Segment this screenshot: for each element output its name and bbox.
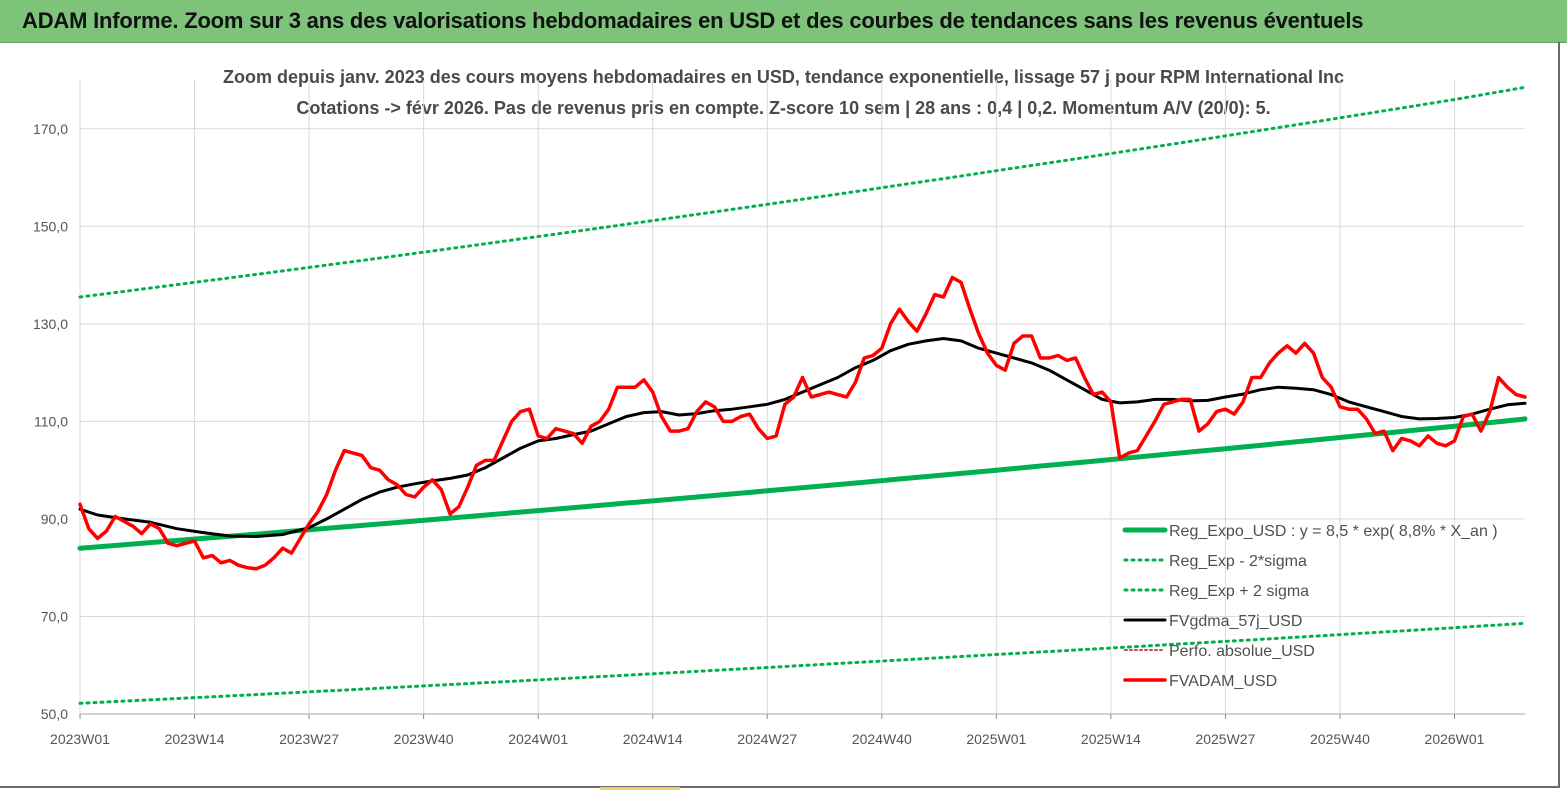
x-tick-label: 2026W01 bbox=[1425, 731, 1485, 747]
y-tick-label: 150,0 bbox=[33, 218, 68, 234]
x-tick-label: 2024W14 bbox=[623, 731, 683, 747]
upper-band-line bbox=[78, 85, 1527, 299]
x-tick-label: 2023W01 bbox=[50, 731, 110, 747]
y-tick-label: 70,0 bbox=[41, 608, 68, 624]
report-title: ADAM Informe. Zoom sur 3 ans des valoris… bbox=[22, 8, 1364, 33]
y-tick-label: 170,0 bbox=[33, 121, 68, 137]
x-tick-label: 2023W27 bbox=[279, 731, 339, 747]
report-banner: ADAM Informe. Zoom sur 3 ans des valoris… bbox=[0, 0, 1567, 43]
y-tick-label: 130,0 bbox=[33, 316, 68, 332]
axes: 50,0 70,0 90,0 110,0 130,0 150,0 170,0 2023W01 2… bbox=[33, 121, 1525, 747]
x-tick-label: 2025W14 bbox=[1081, 731, 1141, 747]
y-tick-label: 50,0 bbox=[41, 706, 68, 722]
x-tick-label: 2025W27 bbox=[1195, 731, 1255, 747]
legend-label: Reg_Exp - 2*sigma bbox=[1169, 553, 1307, 570]
x-tick-label: 2023W14 bbox=[165, 731, 225, 747]
y-tick-label: 110,0 bbox=[34, 413, 68, 429]
legend-label: Reg_Expo_USD : y = 8,5 * exp( 8,8% * X_a… bbox=[1169, 523, 1498, 540]
legend: Reg_Expo_USD : y = 8,5 * exp( 8,8% * X_a… bbox=[1122, 523, 1498, 690]
x-tick-label: 2024W27 bbox=[737, 731, 797, 747]
decorative-mark bbox=[600, 787, 680, 790]
legend-label: Reg_Exp + 2 sigma bbox=[1169, 583, 1309, 600]
x-tick-label: 2025W01 bbox=[966, 731, 1026, 747]
x-tick-label: 2025W40 bbox=[1310, 731, 1370, 747]
x-tick-label: 2024W01 bbox=[508, 731, 568, 747]
chart-frame bbox=[0, 42, 1560, 788]
legend-label: Perfo. absolue_USD bbox=[1169, 643, 1315, 660]
gdma-line bbox=[78, 337, 1527, 538]
chart-title: Zoom depuis janv. 2023 des cours moyens … bbox=[223, 67, 1344, 87]
series-lines bbox=[77, 85, 1528, 705]
gridlines bbox=[79, 80, 1525, 715]
legend-label: FVADAM_USD bbox=[1169, 673, 1277, 690]
legend-label: FVgdma_57j_USD bbox=[1169, 613, 1302, 630]
chart-subtitle: Cotations -> févr 2026. Pas de revenus p… bbox=[296, 98, 1271, 118]
lower-band-line bbox=[78, 621, 1527, 705]
x-tick-label: 2024W40 bbox=[852, 731, 912, 747]
adam-line bbox=[78, 275, 1527, 571]
y-tick-label: 90,0 bbox=[41, 511, 68, 527]
x-tick-label: 2023W40 bbox=[394, 731, 454, 747]
